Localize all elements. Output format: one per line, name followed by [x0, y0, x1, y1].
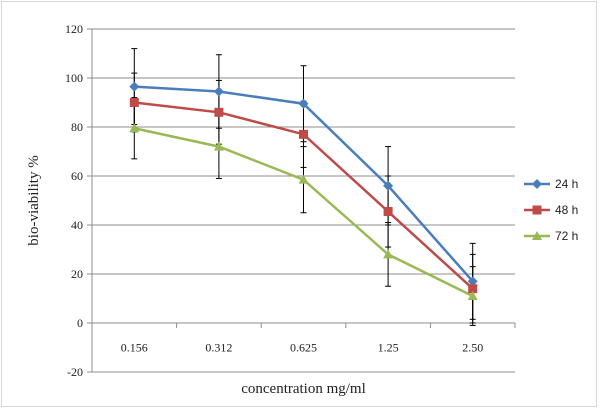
data-point-24-h [298, 98, 309, 109]
data-point-72-h [383, 249, 394, 259]
x-tick-label: 0.625 [290, 341, 317, 355]
y-tick-label: 80 [71, 120, 83, 134]
y-tick-label: -20 [67, 365, 83, 379]
axes [87, 28, 516, 373]
y-axis-title: bio-viability % [26, 155, 42, 245]
x-tick-label: 2.50 [462, 341, 483, 355]
legend-label-24-h: 24 h [555, 177, 578, 191]
y-tick-label: 0 [77, 316, 83, 330]
y-tick-label: 100 [65, 71, 83, 85]
data-point-72-h [213, 141, 224, 151]
x-tick-label: 1.25 [378, 341, 399, 355]
legend: 24 h 48 h 72 h [524, 177, 578, 243]
data-point-48-h [129, 98, 139, 107]
legend-label-72-h: 72 h [555, 229, 578, 243]
legend-marker-24-h [532, 179, 542, 189]
data-point-72-h [129, 123, 140, 133]
data-point-48-h [468, 284, 478, 294]
x-tick-label: 0.312 [205, 341, 232, 355]
legend-label-48-h: 48 h [555, 203, 578, 217]
data-point-24-h [213, 86, 224, 97]
data-point-24-h [467, 276, 478, 287]
x-tick-label: 0.156 [121, 341, 148, 355]
legend-marker-48-h [532, 205, 542, 215]
data-point-24-h [129, 81, 140, 92]
x-axis-title: concentration mg/ml [241, 381, 366, 397]
tick-labels: -20 0 20 40 60 80 100 120 0.156 0.312 0.625 1.25 2.5… [65, 22, 483, 379]
y-tick-label: 40 [71, 218, 83, 232]
y-tick-label: 120 [65, 22, 83, 36]
data-point-72-h [298, 174, 309, 184]
series-markers [129, 81, 478, 301]
data-point-72-h [467, 291, 478, 301]
data-point-48-h [383, 207, 393, 217]
data-point-48-h [214, 107, 224, 117]
legend-marker-72-h [532, 231, 542, 240]
y-tick-label: 60 [71, 169, 83, 183]
y-tick-label: 20 [71, 267, 83, 281]
data-point-48-h [299, 129, 308, 139]
data-point-24-h [383, 180, 394, 191]
